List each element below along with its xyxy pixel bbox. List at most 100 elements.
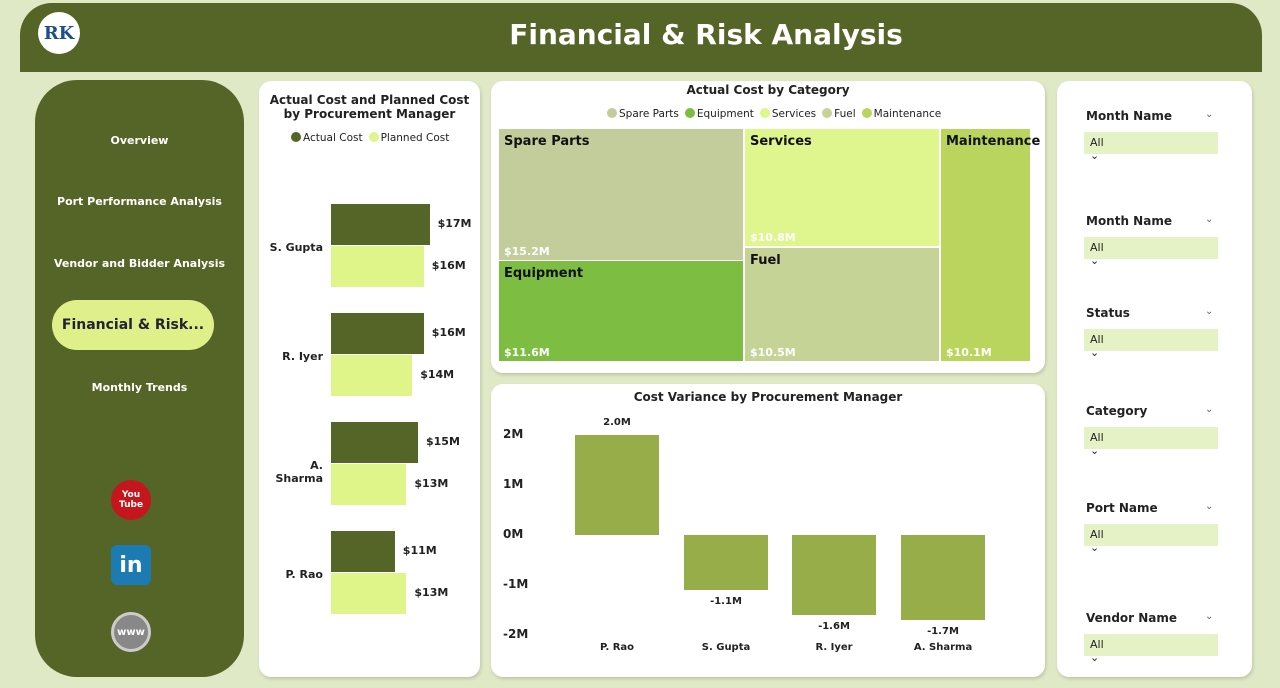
y-tick-label: 1M	[503, 477, 524, 491]
variance-bar[interactable]	[684, 535, 768, 590]
filter-dropdown[interactable]: All ⌄	[1084, 329, 1218, 359]
bar-planned[interactable]	[331, 464, 407, 505]
chevron-down-icon[interactable]: ⌄	[1205, 501, 1214, 512]
tile-name: Maintenance	[946, 134, 1041, 149]
x-tick-label: S. Gupta	[701, 642, 751, 653]
variance-bar[interactable]	[575, 435, 659, 535]
nav-vendor-bidder[interactable]: Vendor and Bidder Analysis	[53, 257, 226, 270]
treemap-tile[interactable]: Equipment $11.6M	[498, 260, 744, 362]
category-label: S. Gupta	[269, 241, 323, 254]
treemap-tile[interactable]: Spare Parts $15.2M	[498, 128, 744, 261]
nav-overview[interactable]: Overview	[110, 134, 169, 147]
linkedin-icon[interactable]: in	[111, 545, 151, 585]
nav-port-performance[interactable]: Port Performance Analysis	[57, 195, 222, 208]
y-tick-label: -1M	[503, 577, 529, 591]
filter-label: Month Name	[1086, 109, 1172, 123]
category-label: A. Sharma	[275, 459, 324, 485]
bar-actual[interactable]	[331, 422, 418, 463]
chevron-down-icon: ⌄	[1090, 149, 1100, 162]
filter-value: All	[1090, 136, 1104, 149]
legend-item: Services	[759, 108, 816, 120]
chart-legend: Actual Cost Planned Cost	[291, 132, 449, 144]
data-label: $16M	[431, 326, 466, 339]
chart-title: Actual Cost by Category	[686, 83, 850, 97]
treemap-tile[interactable]: Fuel $10.5M	[744, 247, 940, 362]
bar-actual[interactable]	[331, 531, 395, 572]
chevron-down-icon: ⌄	[1090, 346, 1100, 359]
chevron-down-icon[interactable]: ⌄	[1205, 404, 1214, 415]
data-label: -1.6M	[818, 621, 850, 632]
filter-value: All	[1090, 431, 1104, 444]
chevron-down-icon[interactable]: ⌄	[1205, 306, 1214, 317]
filter-dropdown[interactable]: All ⌄	[1084, 132, 1218, 162]
youtube-icon[interactable]: You Tube	[111, 480, 151, 520]
filter-dropdown[interactable]: All ⌄	[1084, 237, 1218, 267]
www-icon[interactable]: www	[111, 612, 151, 652]
data-label: -1.7M	[927, 626, 959, 637]
legend-item: Equipment	[684, 108, 754, 120]
data-label: $14M	[420, 368, 455, 381]
tile-name: Equipment	[504, 266, 584, 281]
chart-title: Actual Cost and Planned Cost by Procurem…	[269, 93, 470, 121]
legend-item: Fuel	[822, 108, 856, 120]
filter-label: Vendor Name	[1086, 611, 1178, 625]
category-label: P. Rao	[285, 568, 323, 581]
legend-item: Spare Parts	[607, 108, 679, 120]
legend-planned: Planned Cost	[368, 132, 449, 144]
filter-value: All	[1090, 638, 1104, 651]
data-label: 2.0M	[603, 417, 631, 428]
x-tick-label: P. Rao	[599, 642, 635, 653]
variance-bar[interactable]	[901, 535, 985, 620]
tile-value: $15.2M	[504, 245, 550, 258]
bar-planned[interactable]	[331, 355, 413, 396]
x-tick-label: R. Iyer	[815, 642, 853, 653]
tile-value: $10.1M	[946, 346, 992, 359]
chart-legend: Spare Parts Equipment Services Fuel Maintena…	[607, 108, 941, 120]
filter-label: Port Name	[1086, 501, 1158, 515]
filter-value: All	[1090, 528, 1104, 541]
tile-name: Fuel	[750, 253, 781, 268]
chevron-down-icon: ⌄	[1090, 651, 1100, 664]
chevron-down-icon[interactable]: ⌄	[1205, 109, 1214, 120]
filter-value: All	[1090, 333, 1104, 346]
category-label: R. Iyer	[282, 350, 323, 363]
filter-label: Month Name	[1086, 214, 1172, 228]
data-label: $11M	[402, 544, 437, 557]
tile-name: Spare Parts	[504, 134, 590, 149]
data-label: $13M	[414, 477, 449, 490]
nav-monthly-trends[interactable]: Monthly Trends	[91, 381, 188, 394]
y-tick-label: 0M	[503, 527, 524, 541]
chevron-down-icon[interactable]: ⌄	[1205, 611, 1214, 622]
filter-dropdown[interactable]: All ⌄	[1084, 524, 1218, 554]
page-title: Financial & Risk Analysis	[509, 18, 903, 51]
treemap-tile[interactable]: Services $10.8M	[744, 128, 940, 247]
tile-value: $10.5M	[750, 346, 796, 359]
x-tick-label: A. Sharma	[913, 642, 973, 653]
variance-bar[interactable]	[792, 535, 876, 615]
chart-title: Cost Variance by Procurement Manager	[633, 390, 903, 404]
filter-label: Status	[1086, 306, 1130, 320]
treemap-tile[interactable]: Maintenance $10.1M	[940, 128, 1040, 362]
header-bar	[20, 3, 1262, 72]
sidebar: Overview Port Performance Analysis Vendo…	[35, 80, 244, 677]
filter-value: All	[1090, 241, 1104, 254]
bar-planned[interactable]	[331, 246, 424, 287]
data-label: $13M	[414, 586, 449, 599]
chevron-down-icon[interactable]: ⌄	[1205, 214, 1214, 225]
y-tick-label: 2M	[503, 427, 524, 441]
nav-financial-risk[interactable]: Financial & Risk...	[52, 300, 214, 350]
bar-actual[interactable]	[331, 313, 424, 354]
chevron-down-icon: ⌄	[1090, 254, 1100, 267]
y-tick-label: -2M	[503, 627, 529, 641]
tile-value: $10.8M	[750, 231, 796, 244]
filter-dropdown[interactable]: All ⌄	[1084, 427, 1218, 457]
tile-value: $11.6M	[504, 346, 550, 359]
bar-planned[interactable]	[331, 573, 407, 614]
data-label: $17M	[437, 217, 472, 230]
filter-label: Category	[1086, 404, 1148, 418]
bar-actual[interactable]	[331, 204, 430, 245]
variance-chart-card: Cost Variance by Procurement Manager 2M 1…	[491, 384, 1045, 677]
logo: RK	[38, 12, 80, 54]
filter-dropdown[interactable]: All ⌄	[1084, 634, 1218, 664]
treemap-card: Actual Cost by Category Spare Parts Equip…	[491, 81, 1045, 373]
